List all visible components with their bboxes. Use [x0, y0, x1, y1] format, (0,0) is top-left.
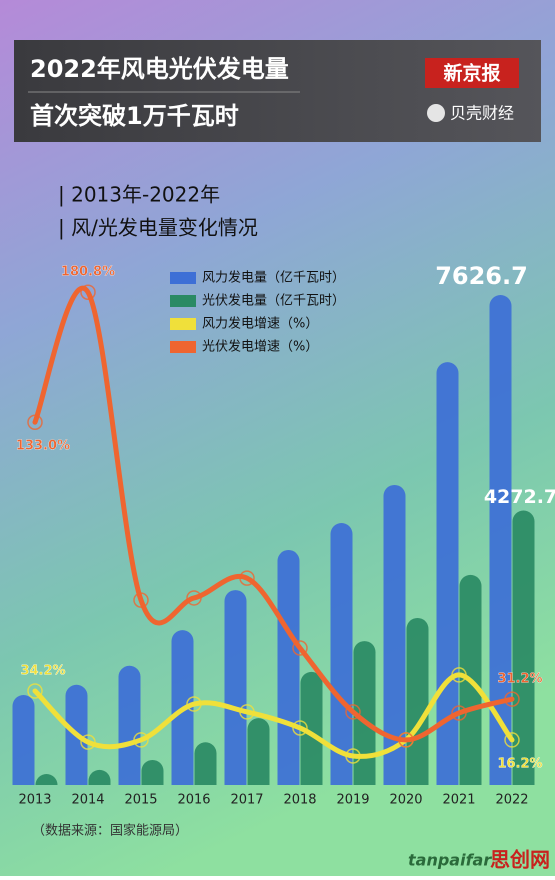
line-point: [133, 592, 149, 608]
sub-brand: 贝壳财经: [450, 104, 514, 123]
line-point: [345, 748, 361, 764]
x-tick-label: 2013: [18, 793, 51, 808]
x-tick-label: 2018: [283, 793, 316, 808]
bar: [353, 641, 376, 785]
line-point: [504, 732, 520, 748]
line-point: [27, 414, 43, 430]
bar: [141, 759, 164, 785]
brand-logo: [427, 104, 445, 122]
line-value-label: 133.0%: [16, 439, 70, 454]
x-tick-label: 2016: [177, 793, 210, 808]
x-tick-label: 2015: [124, 793, 157, 808]
line-point: [292, 720, 308, 736]
x-tick-label: 2022: [495, 793, 528, 808]
line: [32, 285, 515, 743]
brand: 新京报: [443, 62, 500, 85]
line-point: [186, 590, 202, 606]
line-point: [133, 732, 149, 748]
x-tick-label: 2019: [336, 793, 369, 808]
bar: [489, 294, 512, 785]
bar: [330, 523, 353, 785]
bar: [118, 665, 141, 785]
bar: [88, 769, 111, 785]
bar: [12, 695, 35, 785]
line-value-label: 180.8%: [61, 265, 115, 280]
bar: [224, 590, 247, 785]
legend-swatch: [170, 341, 196, 353]
bar-value-label: 7626.7: [435, 262, 528, 290]
line-value-label: 16.2%: [497, 756, 542, 771]
line-point: [451, 667, 467, 683]
brand-box: [425, 58, 519, 88]
x-tick-label: 2014: [71, 793, 104, 808]
line-point: [239, 704, 255, 720]
bar: [383, 484, 406, 785]
watermark: tanpaifar: [408, 851, 492, 870]
line: [32, 672, 515, 759]
bar: [277, 549, 300, 785]
bar: [512, 510, 535, 785]
chart-title: | 2013年-2022年: [58, 183, 220, 207]
x-tick-label: 2020: [389, 793, 422, 808]
line-value-label: 31.2%: [497, 672, 542, 687]
bar: [406, 617, 429, 785]
bar-value-label: 4272.7: [484, 486, 555, 508]
line-point: [80, 734, 96, 750]
bar: [247, 718, 270, 785]
x-tick-label: 2017: [230, 793, 263, 808]
legend-label: 光伏发电增速（%）: [202, 339, 318, 355]
legend-label: 风力发电增速（%）: [202, 316, 318, 332]
line-point: [504, 691, 520, 707]
x-tick-label: 2021: [442, 793, 475, 808]
legend-swatch: [170, 295, 196, 307]
line-point: [292, 640, 308, 656]
watermark-site: 思创网: [490, 848, 550, 872]
header-title: 2022年风电光伏发电量: [30, 55, 289, 83]
header-band: [14, 40, 541, 142]
line-value-label: 34.2%: [20, 663, 65, 678]
line-point: [345, 704, 361, 720]
source: （数据来源：国家能源局）: [32, 823, 188, 839]
line-point: [239, 570, 255, 586]
bar: [35, 774, 58, 785]
legend-label: 风力发电量（亿千瓦时）: [202, 270, 345, 286]
legend-swatch: [170, 318, 196, 330]
line-point: [80, 284, 96, 300]
line-point: [186, 696, 202, 712]
line-point: [27, 683, 43, 699]
bar: [194, 742, 217, 785]
line-point: [398, 732, 414, 748]
line-point: [451, 705, 467, 721]
legend-label: 光伏发电量（亿千瓦时）: [202, 293, 345, 309]
bar: [300, 671, 323, 785]
chart-subtitle: | 风/光发电量变化情况: [58, 216, 258, 240]
legend-swatch: [170, 272, 196, 284]
header-title: 首次突破1万千瓦时: [30, 102, 239, 130]
